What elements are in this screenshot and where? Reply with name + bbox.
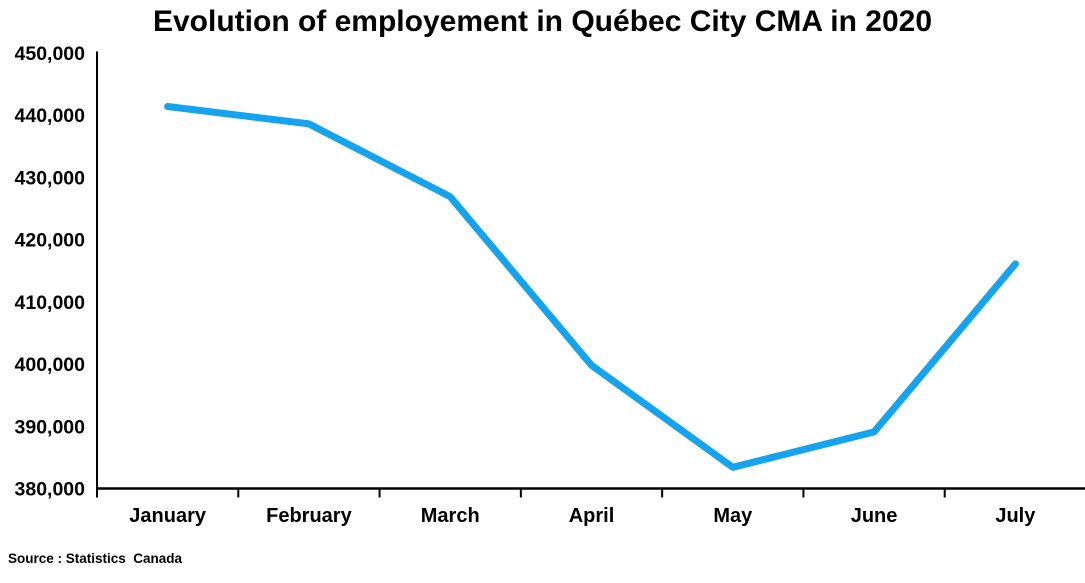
y-axis-tick-label: 390,000 <box>15 416 86 438</box>
chart-title: Evolution of employement in Québec City … <box>152 5 933 38</box>
y-axis-tick-label: 430,000 <box>15 167 86 189</box>
source-note: Source : Statistics Canada <box>8 551 183 566</box>
x-axis-category-label: July <box>995 505 1036 527</box>
x-axis-category-label: February <box>266 505 352 527</box>
x-axis-category-label: June <box>851 505 898 527</box>
y-axis-tick-label: 420,000 <box>15 230 86 252</box>
y-axis-tick-label: 380,000 <box>15 479 86 501</box>
x-axis-category-label: January <box>129 505 207 527</box>
y-axis-tick-label: 440,000 <box>15 105 86 127</box>
employment-line <box>164 103 1019 471</box>
y-axis-tick-label: 410,000 <box>15 292 86 314</box>
x-axis-category-label: April <box>569 505 615 527</box>
x-axis-category-label: March <box>421 505 480 527</box>
y-axis-tick-label: 400,000 <box>15 354 86 376</box>
x-axis-category-label: May <box>713 505 753 527</box>
y-axis-tick-label: 450,000 <box>15 43 86 65</box>
